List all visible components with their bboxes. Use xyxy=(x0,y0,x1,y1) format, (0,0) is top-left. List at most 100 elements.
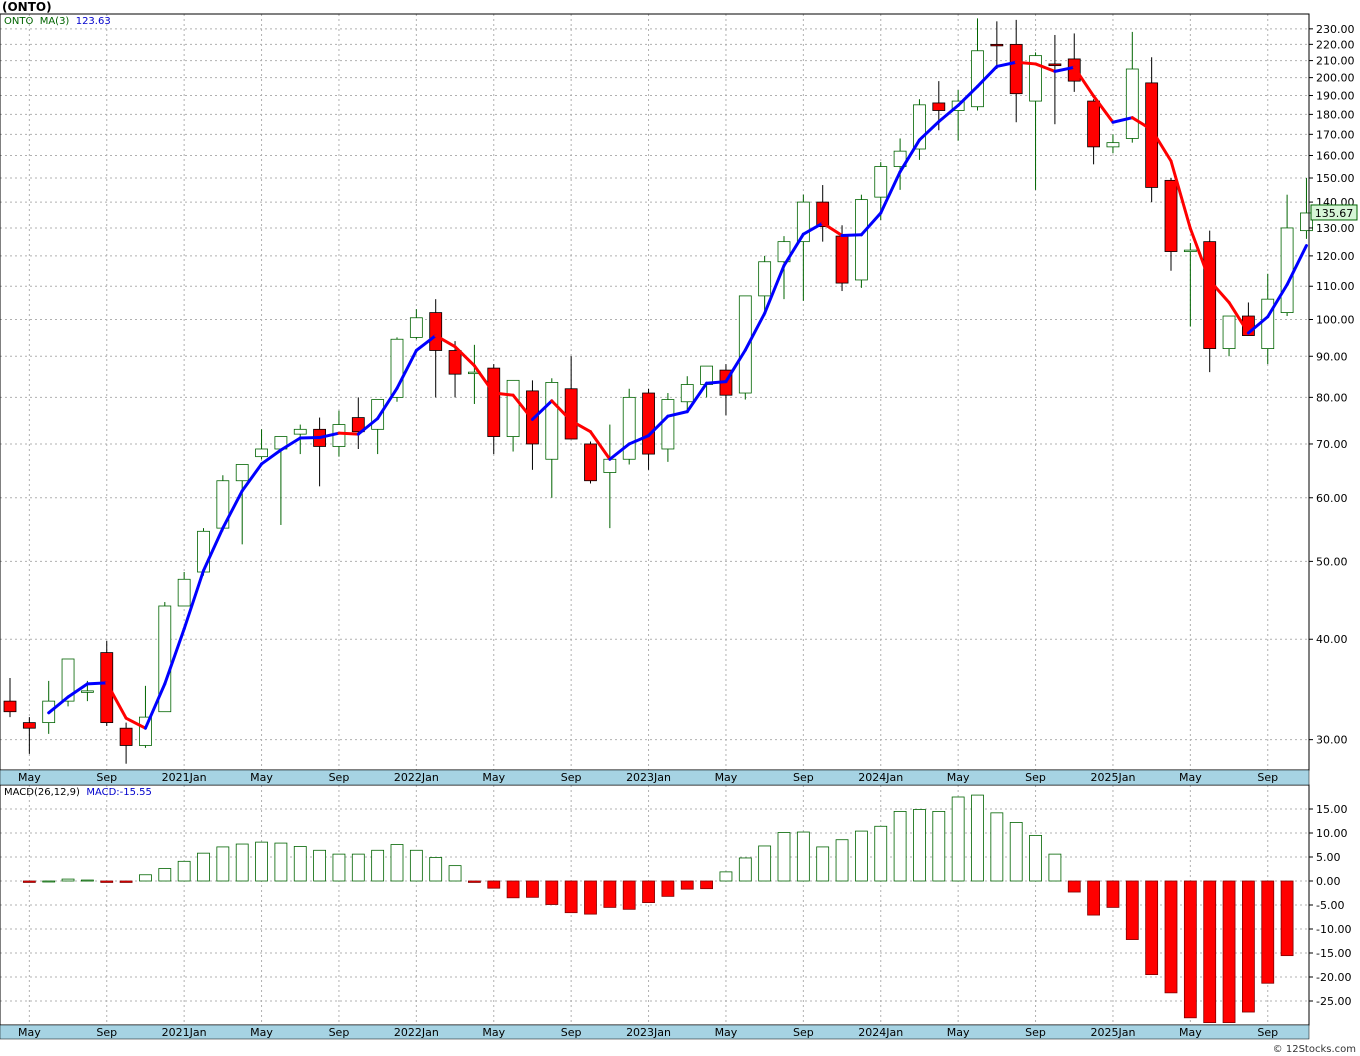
ma3-segment xyxy=(395,348,418,390)
macd-bar-negative xyxy=(680,880,694,890)
price-legend-symbol: ONTO xyxy=(4,16,34,27)
price-y-tick-label: 80.00 xyxy=(1316,391,1348,404)
ma3-segment xyxy=(1072,65,1096,98)
macd-y-tick-label: -15.00 xyxy=(1316,947,1351,960)
macd-bar-positive xyxy=(719,871,733,882)
macd-bar-negative xyxy=(119,880,133,883)
macd-y-tick-label: -10.00 xyxy=(1316,923,1351,936)
ma3-segment xyxy=(66,682,89,699)
ma3-segment xyxy=(511,393,534,421)
macd-bar-positive xyxy=(758,845,772,882)
macd-bar-negative xyxy=(1261,880,1275,984)
ma3-segment xyxy=(627,434,651,446)
macd-x-tick-label: Sep xyxy=(329,1026,350,1039)
macd-x-tick-label: 2021Jan xyxy=(162,1026,207,1039)
ma3-segment xyxy=(685,381,709,414)
ma3-segment xyxy=(1111,116,1134,124)
candle-up xyxy=(738,295,752,394)
price-legend: ONTO MA(3) 123.63 xyxy=(4,16,111,27)
macd-bar-positive xyxy=(1048,853,1062,882)
site-credit: © 12Stocks.com xyxy=(1272,1044,1356,1055)
macd-bar-positive xyxy=(835,839,849,882)
price-legend-ma-value: 123.63 xyxy=(75,16,111,27)
candle-down xyxy=(1203,241,1217,349)
candle-up xyxy=(177,578,191,607)
price-y-tick-label: 200.00 xyxy=(1316,72,1355,85)
macd-bar-negative xyxy=(22,880,36,883)
price-y-tick-label: 50.00 xyxy=(1316,555,1348,568)
ma3-segment xyxy=(1227,300,1250,335)
candle-up xyxy=(622,396,636,460)
macd-bar-positive xyxy=(274,842,288,882)
candle-down xyxy=(990,43,1004,47)
ma3-segment xyxy=(724,348,747,384)
ma3-segment xyxy=(337,431,360,436)
candle-up xyxy=(971,50,984,108)
ma3-segment xyxy=(318,431,341,440)
ma3-segment xyxy=(414,334,438,352)
ma3-segment xyxy=(743,311,767,352)
ma3-segment xyxy=(647,414,670,438)
macd-bar-positive xyxy=(371,849,385,882)
macd-bar-positive xyxy=(796,831,810,882)
macd-x-tick-label: 2022Jan xyxy=(394,1026,439,1039)
macd-bar-positive xyxy=(855,830,868,882)
candle-up xyxy=(777,241,791,263)
price-x-tick-label: Sep xyxy=(561,771,582,784)
macd-bar-positive xyxy=(777,832,791,882)
price-y-tick-label: 190.00 xyxy=(1316,90,1355,103)
price-x-tick-label: 2023Jan xyxy=(626,771,671,784)
candle-up xyxy=(758,261,772,297)
ma3-segment xyxy=(782,232,805,268)
candle-down xyxy=(429,312,443,351)
price-x-tick-label: May xyxy=(250,771,273,784)
ma3-segment xyxy=(1246,315,1270,335)
ma3-segment xyxy=(124,716,147,730)
macd-bar-positive xyxy=(971,794,984,882)
macd-bar-negative xyxy=(1087,880,1100,916)
ma3-segment xyxy=(472,364,496,395)
macd-bar-positive xyxy=(990,812,1004,882)
macd-bar-negative xyxy=(1203,880,1217,1024)
macd-y-axis-labels: -25.00 -20.00 -15.00 -10.00 -5.00 0.00 5.00 10.… xyxy=(1309,803,1351,1008)
macd-bar-positive xyxy=(42,880,56,883)
ma3-segment xyxy=(492,391,515,397)
ma3-segment xyxy=(376,386,399,420)
macd-bar-negative xyxy=(661,880,675,897)
price-y-tick-label: 230.00 xyxy=(1316,23,1355,36)
ma3-segment xyxy=(821,221,844,238)
candle-up xyxy=(409,317,423,338)
macd-bar-positive xyxy=(913,809,926,882)
last-price-marker: 135.67 xyxy=(1310,204,1358,221)
ma3-segment xyxy=(898,138,921,174)
ma3-segment xyxy=(260,448,283,466)
macd-bar-negative xyxy=(467,880,481,883)
ma3-segment xyxy=(1285,244,1308,287)
macd-x-axis-bar xyxy=(0,1024,1310,1040)
price-legend-ma: MA(3) xyxy=(39,16,70,27)
price-panel-frame xyxy=(0,13,1310,771)
macd-bar-negative xyxy=(603,880,617,908)
price-y-tick-label: 170.00 xyxy=(1316,128,1355,141)
macd-bars xyxy=(22,794,1294,1024)
ma3-segment xyxy=(840,233,863,238)
candle-up xyxy=(1261,298,1275,349)
macd-bar-positive xyxy=(409,849,423,882)
macd-bar-positive xyxy=(738,857,752,882)
ma3-segment xyxy=(279,436,302,452)
ma3-segment xyxy=(1130,116,1154,132)
macd-y-tick-label: 15.00 xyxy=(1316,803,1348,816)
macd-x-tick-label: May xyxy=(715,1026,738,1039)
macd-x-tick-label: 2025Jan xyxy=(1090,1026,1135,1039)
macd-bar-positive xyxy=(235,843,249,882)
macd-bar-negative xyxy=(545,880,559,905)
price-x-tick-label: May xyxy=(1179,771,1202,784)
ma3-segment xyxy=(1034,62,1057,73)
ma3-segment xyxy=(1208,279,1231,304)
macd-bar-negative xyxy=(506,880,520,899)
macd-bar-negative xyxy=(526,880,539,898)
ma3-segment xyxy=(85,681,109,686)
macd-y-tick-label: 10.00 xyxy=(1316,827,1348,840)
macd-bar-positive xyxy=(1029,835,1042,882)
